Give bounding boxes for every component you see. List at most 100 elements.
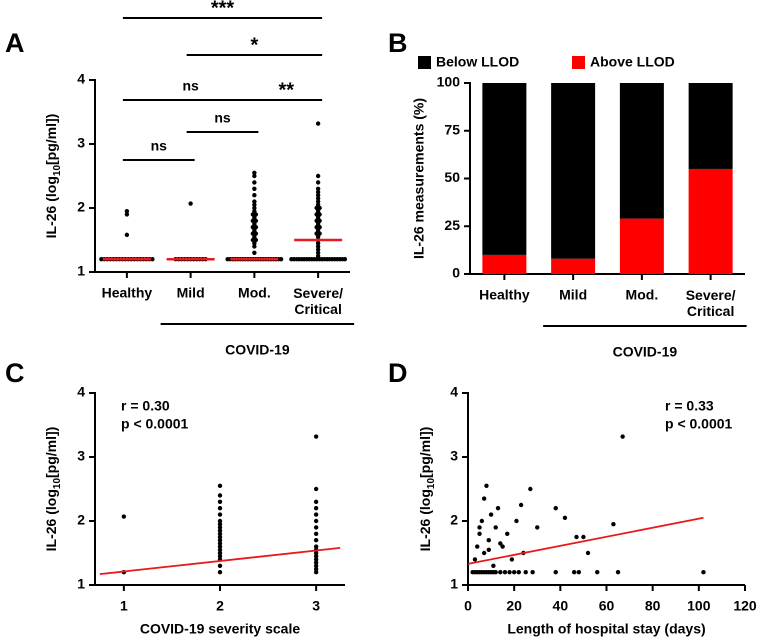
significance-label: *** — [211, 0, 235, 19]
data-point — [553, 570, 558, 575]
data-point — [253, 237, 259, 243]
data-point — [315, 241, 321, 246]
data-point — [493, 570, 498, 575]
x-axis-label: Length of hospital stay (days) — [507, 621, 705, 637]
data-point — [252, 205, 257, 211]
bar-segment — [551, 258, 596, 274]
data-point — [217, 541, 223, 546]
data-point — [313, 544, 319, 549]
data-point — [253, 225, 259, 230]
y-axis-label-part: [pg/ml]) — [43, 114, 59, 165]
y-axis-label-part: IL-26 (log — [417, 489, 433, 551]
legend-label: Below LLOD — [436, 54, 519, 70]
x-tick-label: 1 — [120, 598, 128, 614]
x-tick-label: 0 — [464, 598, 472, 614]
data-point — [124, 232, 130, 238]
data-point — [252, 202, 257, 207]
data-point — [553, 506, 558, 511]
x-tick-label: 60 — [599, 598, 615, 614]
data-point — [498, 570, 503, 575]
y-axis-label-part: [pg/ml]) — [417, 427, 433, 478]
data-point — [315, 250, 321, 255]
data-point — [495, 506, 501, 511]
panel-letter: A — [5, 28, 25, 58]
y-tick-label: 3 — [450, 448, 458, 464]
annotation: p < 0.0001 — [665, 416, 733, 432]
y-axis-label-part: IL-26 (log — [43, 489, 59, 551]
y-axis-label: IL-26 measurements (%) — [411, 98, 427, 259]
data-point — [516, 570, 521, 575]
data-point — [486, 547, 491, 552]
data-point — [523, 570, 528, 575]
data-point — [217, 531, 223, 536]
bar-segment — [551, 83, 596, 259]
data-point — [313, 499, 319, 504]
y-axis-label-part: 10 — [426, 478, 437, 490]
data-point — [484, 483, 489, 488]
x-tick-label: 20 — [506, 598, 522, 614]
data-point — [252, 244, 257, 249]
x-tick-label: Severe/Critical — [686, 287, 736, 319]
data-point — [313, 560, 319, 565]
data-point — [217, 522, 223, 527]
data-point — [313, 434, 319, 439]
data-point — [217, 550, 223, 556]
data-point — [252, 180, 257, 185]
panel-letter: D — [388, 358, 408, 388]
data-point — [217, 512, 223, 517]
data-point — [217, 570, 223, 575]
data-point — [511, 570, 517, 575]
y-axis-label: IL-26 (log10[pg/ml]) — [43, 427, 63, 552]
data-point — [252, 186, 257, 191]
data-point — [315, 189, 321, 195]
data-point — [315, 193, 321, 198]
data-point — [217, 547, 223, 552]
y-axis-label-part: IL-26 (log — [43, 176, 59, 238]
y-tick-label: 100 — [437, 74, 461, 90]
data-point — [581, 534, 586, 540]
data-point — [253, 231, 259, 236]
data-point — [315, 121, 321, 126]
data-point — [502, 570, 508, 575]
y-tick-label: 50 — [444, 169, 460, 185]
data-point — [313, 563, 319, 568]
data-point — [217, 554, 223, 559]
x-tick-label: Mild — [559, 287, 587, 303]
data-point — [585, 550, 591, 556]
y-tick-label: 2 — [77, 199, 85, 215]
panel-letter: B — [388, 28, 408, 58]
data-point — [481, 496, 487, 501]
bar-segment — [688, 168, 733, 274]
y-axis-label-part: 10 — [52, 478, 63, 490]
y-tick-label: 25 — [444, 217, 460, 233]
x-tick-label: 100 — [687, 598, 711, 614]
data-point — [477, 531, 482, 536]
y-tick-label: 0 — [452, 265, 460, 281]
data-point — [313, 554, 319, 559]
group-label: COVID-19 — [225, 342, 290, 358]
data-point — [488, 512, 494, 517]
data-point — [278, 257, 284, 262]
data-point — [217, 525, 223, 530]
data-point — [562, 515, 568, 520]
data-point — [313, 531, 319, 536]
data-point — [514, 518, 519, 524]
data-point — [491, 563, 496, 568]
data-point — [576, 570, 581, 575]
legend-swatch — [572, 56, 585, 69]
data-point — [313, 525, 319, 530]
group-label: COVID-19 — [613, 344, 678, 360]
annotation: r = 0.30 — [121, 398, 170, 414]
data-point — [315, 244, 321, 249]
data-point — [571, 570, 577, 575]
data-point — [124, 209, 130, 214]
data-point — [500, 544, 505, 549]
bar-segment — [482, 254, 527, 274]
data-point — [252, 170, 257, 175]
significance-label: ns — [214, 110, 231, 126]
legend-label: Above LLOD — [590, 54, 675, 70]
data-point — [315, 196, 321, 201]
data-point — [124, 212, 130, 217]
x-tick-label: Healthy — [102, 285, 153, 301]
